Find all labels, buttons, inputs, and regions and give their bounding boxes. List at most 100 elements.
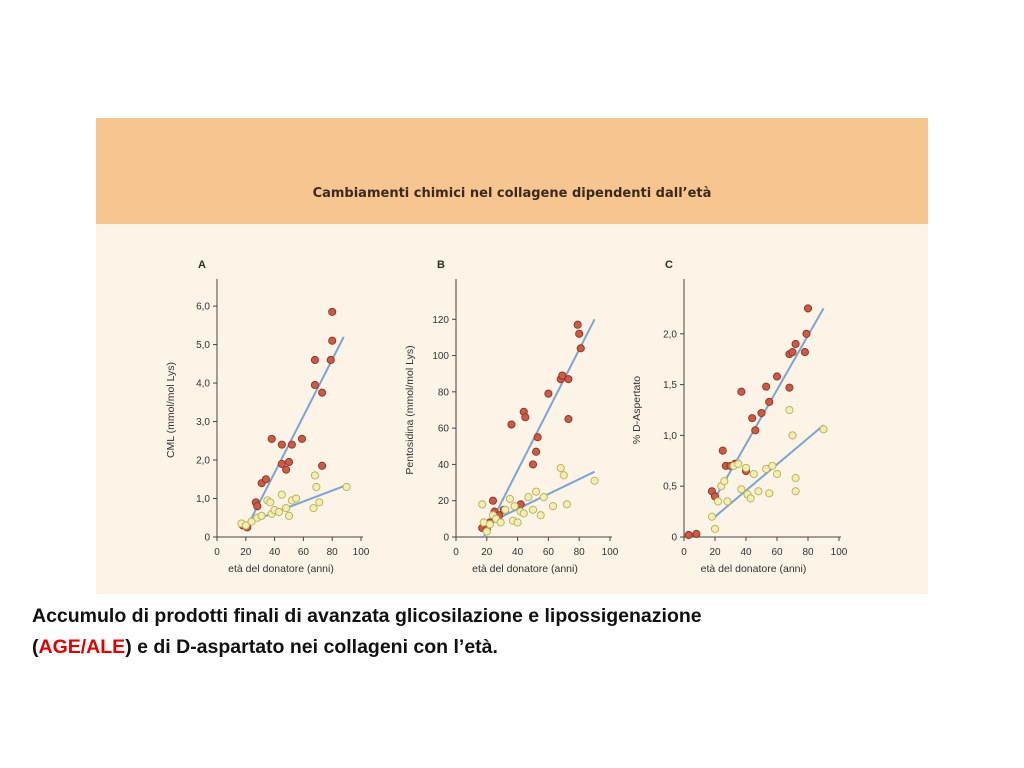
panel-a-point-red bbox=[287, 440, 296, 449]
panel-b-point-red bbox=[507, 420, 516, 429]
panel-a-y-tick-label: 4,0 bbox=[196, 379, 210, 390]
panel-b-x-tick-label: 0 bbox=[453, 547, 459, 558]
panel-b-letter: B bbox=[437, 259, 445, 271]
panel-a-point-red bbox=[318, 388, 327, 397]
panel-b-point-yellow bbox=[482, 527, 491, 536]
panel-b-point-yellow bbox=[532, 487, 541, 496]
panel-a-point-yellow bbox=[292, 494, 301, 503]
panel-c-point-red bbox=[748, 414, 757, 423]
panel-c-x-label: età del donatore (anni) bbox=[701, 563, 807, 575]
figure-panel: Cambiamenti chimici nel collagene dipend… bbox=[96, 118, 928, 594]
panel-a-point-yellow bbox=[257, 511, 266, 520]
panel-c-point-yellow bbox=[741, 463, 751, 472]
panel-c-y-tick-label: 0 bbox=[671, 533, 677, 544]
panel-b-point-yellow bbox=[501, 505, 510, 514]
panel-a-x-label: età del donatore (anni) bbox=[228, 563, 334, 575]
panel-a-point-yellow bbox=[310, 471, 319, 480]
panel-c-point-yellow bbox=[791, 474, 800, 483]
panel-c-y-label: % D-Aspertato bbox=[631, 376, 643, 444]
panel-c-point-red bbox=[692, 529, 701, 539]
panel-a-point-red bbox=[326, 355, 335, 365]
caption-paren-open: ( bbox=[32, 636, 39, 658]
panel-a-point-yellow bbox=[342, 482, 351, 492]
panel-c-point-red bbox=[791, 339, 800, 349]
panel-a-point-red bbox=[277, 440, 286, 449]
panel-b-x-tick-label: 20 bbox=[481, 547, 493, 558]
panel-c-y-tick-label: 1,5 bbox=[663, 380, 677, 391]
panel-b-point-red bbox=[521, 413, 530, 422]
panel-c-x-tick-label: 20 bbox=[709, 547, 721, 558]
panel-c-point-red bbox=[802, 329, 811, 338]
panel-b-point-red bbox=[533, 433, 542, 442]
title-banner bbox=[96, 118, 928, 224]
panel-a-x-tick-label: 100 bbox=[353, 547, 370, 558]
panel-c-point-yellow bbox=[788, 431, 797, 440]
panel-a-x-tick-label: 80 bbox=[327, 547, 339, 558]
panel-b-y-tick-label: 60 bbox=[438, 424, 450, 435]
panel-b-point-red bbox=[558, 371, 567, 380]
panel-c-point-yellow bbox=[723, 497, 732, 506]
panel-c-point-red bbox=[803, 304, 813, 313]
panel-c-point-yellow bbox=[737, 485, 746, 494]
panel-a-point-red bbox=[310, 355, 319, 365]
panel-b-fit-line-red bbox=[482, 318, 596, 538]
panel-c-point-red bbox=[684, 530, 693, 540]
panel-c-point-red bbox=[762, 382, 771, 391]
panel-c-point-red bbox=[772, 372, 782, 381]
panel-c-point-red bbox=[751, 426, 760, 435]
panel-b-y-tick-label: 20 bbox=[438, 496, 450, 507]
panel-c-point-yellow bbox=[791, 487, 800, 496]
panel-c-letter: C bbox=[665, 259, 673, 271]
panel-c-point-yellow bbox=[746, 494, 755, 503]
panel-c-point-yellow bbox=[714, 497, 723, 506]
panel-a-point-yellow bbox=[274, 507, 283, 517]
panel-c-point-yellow bbox=[819, 425, 828, 434]
charts-svg: A 0 20 40 60 80 100 0 1,0 2,0 3,0 4,0 5,0 6,0 età del … bbox=[165, 259, 848, 575]
panel-c-point-red bbox=[757, 408, 766, 418]
panel-b-x-tick-label: 60 bbox=[543, 547, 555, 558]
panel-a-point-yellow bbox=[241, 521, 250, 530]
panel-c-point-yellow bbox=[785, 405, 794, 415]
panel-a-point-yellow bbox=[309, 504, 318, 513]
panel-c-x-tick-label: 80 bbox=[802, 547, 814, 558]
caption-line-1: Accumulo di prodotti finali di avanzata … bbox=[32, 605, 702, 627]
panel-a-x-tick-label: 0 bbox=[214, 547, 220, 558]
panel-a-y-tick-label: 1,0 bbox=[196, 494, 210, 505]
panel-b-point-red bbox=[488, 496, 498, 505]
panel-c-point-red bbox=[800, 348, 809, 357]
panel-b-point-yellow bbox=[562, 500, 571, 509]
panel-a-point-yellow bbox=[315, 498, 324, 507]
panel-b-x-tick-label: 40 bbox=[512, 547, 524, 558]
panel-c-x-tick-label: 60 bbox=[771, 547, 783, 558]
panel-c-x-tick-label: 40 bbox=[740, 547, 752, 558]
panel-c-point-yellow bbox=[749, 469, 758, 479]
panel-b-point-yellow bbox=[559, 471, 568, 480]
panel-c-point-red bbox=[737, 387, 746, 396]
panel-b-point-red bbox=[564, 415, 573, 424]
figure-title: Cambiamenti chimici nel collagene dipend… bbox=[312, 186, 712, 201]
panel-a-x-tick-label: 60 bbox=[298, 547, 310, 558]
panel-a-point-red bbox=[318, 461, 327, 470]
panel-a-point-yellow bbox=[282, 504, 291, 513]
panel-a-letter: A bbox=[198, 259, 206, 271]
panel-c-point-yellow bbox=[710, 524, 720, 533]
panel-a-x-tick-label: 20 bbox=[240, 547, 252, 558]
panel-b-point-yellow bbox=[536, 511, 545, 520]
panel-c-point-yellow bbox=[734, 459, 743, 468]
panel-a-point-red bbox=[328, 307, 337, 316]
panel-c-point-yellow bbox=[754, 487, 763, 496]
panel-a-point-yellow bbox=[266, 498, 275, 507]
panel-a-y-tick-label: 3,0 bbox=[196, 417, 210, 428]
panel-a-y-tick-label: 6,0 bbox=[196, 302, 210, 313]
panel-b-point-red bbox=[564, 375, 573, 384]
panel-a-point-red bbox=[282, 465, 291, 474]
panel-a-point-red bbox=[261, 475, 271, 484]
panel-a-point-yellow bbox=[284, 511, 294, 520]
panel-a-point-red bbox=[267, 434, 276, 443]
panel-b-y-tick-label: 120 bbox=[432, 315, 449, 326]
panel-c-point-red bbox=[788, 348, 797, 357]
panel-c-point-red bbox=[785, 383, 794, 392]
panel-a-fit-line-red bbox=[244, 336, 345, 530]
panel-b-point-yellow bbox=[548, 502, 558, 511]
panel-a-x-tick-label: 40 bbox=[269, 547, 281, 558]
